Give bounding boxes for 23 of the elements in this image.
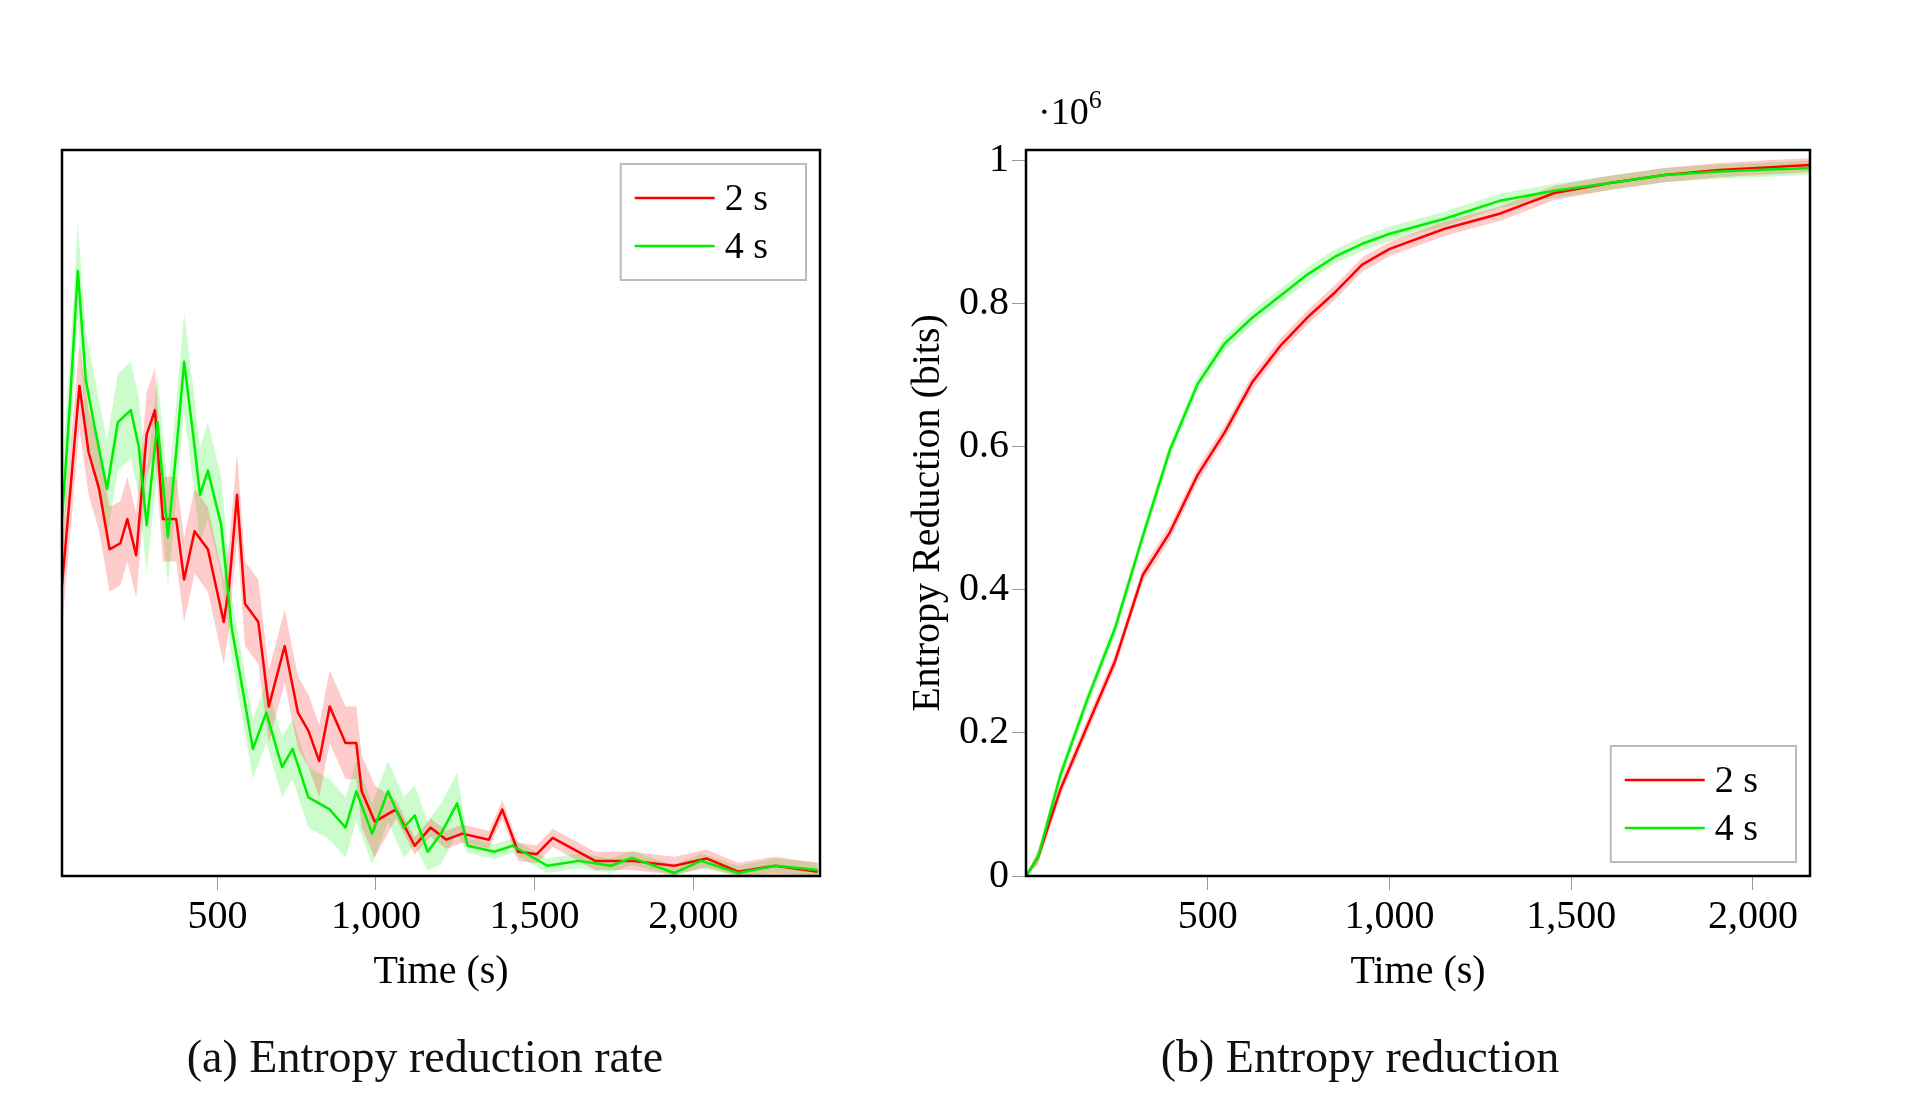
x-tick-label: 1,500 [489,891,580,937]
text: (b) Entropy reduction [1159,1030,1561,1083]
y-tick-label: 0.6 [959,420,1009,466]
y-tick-label: 0.4 [959,564,1009,610]
text: (a) Entropy reduction rate [185,1030,665,1083]
x-axis-title: Time (s) [1350,946,1486,992]
x-tick-label: 500 [1177,891,1238,937]
x-tick-label: 2,000 [648,891,739,937]
y-tick-label: 0.2 [959,707,1009,753]
y-tick-label: 0 [989,850,1009,896]
x-tick-label: 1,500 [1526,891,1617,937]
legend-label: 4 s [724,223,769,266]
y-axis-title: Entropy Reduction (bits) [902,314,948,712]
y-tick-label: 0.8 [959,277,1009,323]
legend-label: 4 s [1714,805,1759,848]
x-tick-label: 1,000 [1344,891,1435,937]
x-tick-label: 500 [187,891,248,937]
x-tick-label: 2,000 [1707,891,1798,937]
legend-label: 2 s [724,175,769,218]
y-tick-label: 1 [989,134,1009,180]
legend-label: 2 s [1714,757,1759,800]
x-tick-label: 1,000 [330,891,421,937]
x-axis-title: Time (s) [373,946,509,992]
